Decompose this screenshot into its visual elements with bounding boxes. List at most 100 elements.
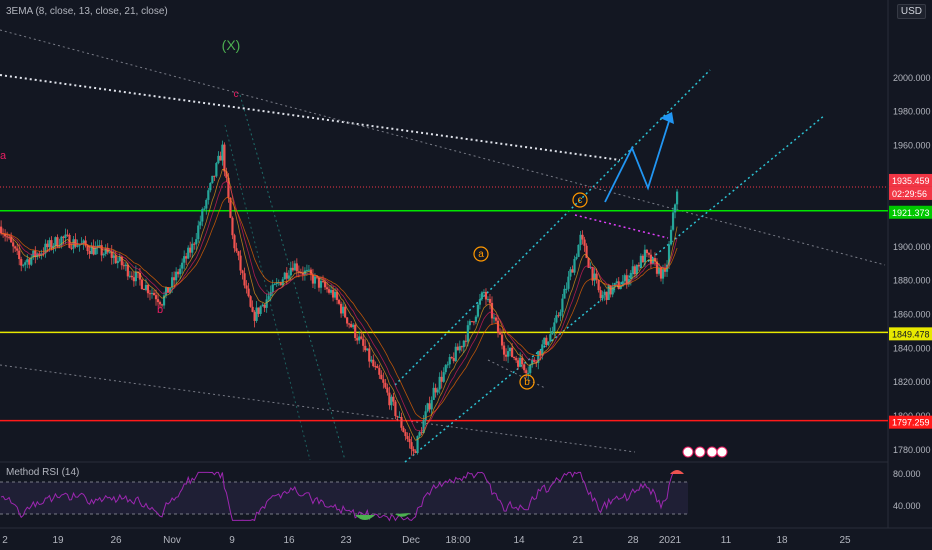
candle-body bbox=[237, 251, 240, 256]
candle-body bbox=[551, 330, 554, 335]
price-label-text: 1935.459 bbox=[892, 176, 930, 186]
candle-body bbox=[48, 240, 51, 248]
candle-body bbox=[388, 392, 391, 406]
candle-body bbox=[0, 226, 3, 234]
candle-body bbox=[289, 267, 292, 276]
candle-body bbox=[581, 234, 584, 240]
price-tick-label: 1820.000 bbox=[893, 377, 931, 387]
candle-body bbox=[253, 311, 256, 321]
rsi-legend[interactable]: Method RSI (14) bbox=[6, 467, 80, 478]
candle-body bbox=[203, 208, 206, 210]
channel-upper bbox=[394, 69, 711, 386]
candle-body bbox=[484, 291, 488, 300]
candle-body bbox=[490, 302, 494, 319]
currency-badge[interactable]: USD bbox=[896, 4, 926, 19]
candle-body bbox=[378, 368, 381, 375]
candle-body bbox=[601, 294, 604, 299]
candle-body bbox=[476, 304, 480, 317]
candle-body bbox=[227, 177, 230, 198]
candle-body bbox=[506, 351, 510, 357]
candle-body bbox=[197, 225, 200, 240]
candle-body bbox=[150, 292, 154, 294]
candle-body bbox=[175, 271, 178, 281]
candle-body bbox=[527, 372, 530, 374]
candle-body bbox=[213, 175, 216, 177]
candle-body bbox=[46, 243, 49, 248]
candle-body bbox=[173, 277, 176, 281]
candle-body bbox=[653, 258, 657, 262]
candle-body bbox=[215, 163, 218, 177]
candle-body bbox=[249, 296, 252, 307]
candle-body bbox=[649, 254, 653, 264]
candle-body bbox=[189, 247, 192, 253]
white-trendline bbox=[0, 74, 621, 161]
candle-body bbox=[321, 280, 325, 282]
candle-body bbox=[6, 236, 9, 238]
price-label-bg bbox=[889, 173, 932, 187]
candle-body bbox=[599, 290, 602, 299]
candle-body bbox=[177, 271, 180, 275]
candle-body bbox=[124, 264, 127, 267]
candle-body bbox=[346, 317, 349, 324]
price-label-text: 1797.259 bbox=[892, 418, 930, 428]
candle-body bbox=[261, 304, 264, 307]
candle-body bbox=[464, 340, 467, 342]
candle-body bbox=[492, 317, 496, 319]
candle-body bbox=[661, 269, 665, 279]
candle-body bbox=[577, 244, 580, 257]
candle-body bbox=[579, 234, 582, 245]
wave-circle bbox=[473, 246, 489, 262]
ema-legend[interactable]: 3EMA (8, close, 13, close, 21, close) bbox=[6, 6, 168, 17]
candle-body bbox=[428, 403, 431, 410]
candle-body bbox=[295, 263, 298, 272]
candle-body bbox=[271, 284, 274, 293]
candle-body bbox=[432, 387, 435, 400]
candle-body bbox=[265, 299, 268, 308]
candle-body bbox=[285, 272, 288, 279]
candle-body bbox=[100, 245, 103, 256]
candle-body bbox=[567, 276, 570, 289]
candle-body bbox=[450, 357, 453, 359]
price-label-text: 02:29:56 bbox=[892, 189, 927, 199]
candle-body bbox=[402, 427, 405, 433]
candle-body bbox=[78, 244, 81, 246]
candle-body bbox=[291, 267, 294, 271]
candle-body bbox=[482, 291, 486, 293]
candle-body bbox=[327, 289, 331, 293]
candle-body bbox=[667, 244, 671, 265]
candle-body bbox=[629, 272, 632, 279]
candle-body bbox=[472, 321, 475, 323]
candle-body bbox=[418, 432, 421, 437]
candle-body bbox=[529, 364, 532, 373]
candle-body bbox=[335, 291, 339, 300]
candle-body bbox=[352, 324, 355, 328]
candle-body bbox=[311, 274, 315, 284]
candle-body bbox=[621, 281, 624, 287]
candle-body bbox=[494, 317, 498, 321]
candle-body bbox=[593, 273, 596, 281]
price-tick-label: 2000.000 bbox=[893, 73, 931, 83]
candle-body bbox=[239, 255, 242, 271]
candle-body bbox=[609, 285, 612, 295]
candle-body bbox=[370, 359, 373, 362]
candle-body bbox=[639, 255, 642, 267]
candle-body bbox=[158, 302, 162, 305]
candle-body bbox=[555, 315, 558, 323]
candle-body bbox=[92, 245, 95, 255]
candle-body bbox=[259, 306, 262, 314]
candle-body bbox=[565, 288, 568, 290]
candle-body bbox=[128, 275, 131, 277]
candle-body bbox=[118, 256, 121, 261]
candle-body bbox=[444, 365, 447, 373]
candle-body bbox=[28, 259, 31, 265]
candle-body bbox=[350, 324, 353, 328]
time-tick-label: 14 bbox=[513, 535, 525, 546]
wave-label: a bbox=[0, 150, 7, 162]
candle-body bbox=[392, 396, 395, 402]
rsi-overbought-fill bbox=[670, 470, 684, 474]
candle-body bbox=[500, 334, 504, 346]
candle-body bbox=[364, 345, 367, 351]
candle-body bbox=[587, 257, 590, 268]
wave-label: c bbox=[234, 89, 239, 100]
candle-body bbox=[154, 295, 158, 300]
